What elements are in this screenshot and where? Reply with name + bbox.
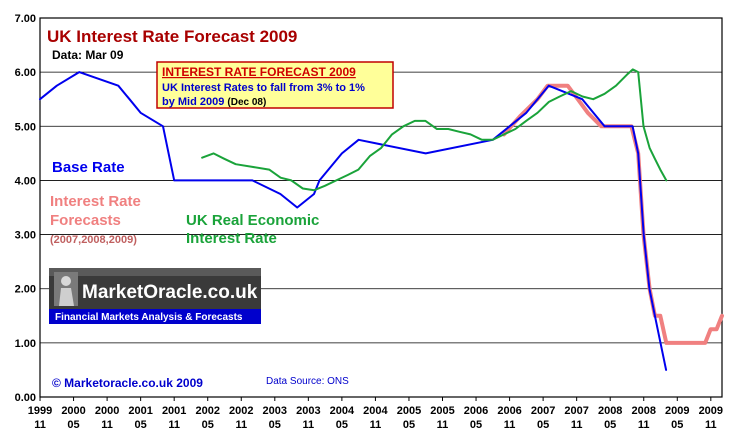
y-tick-label: 2.00 [15,284,36,296]
x-tick-year: 2006 [497,405,521,417]
real-rate-label-text: UK Real Economic Interest Rate [186,212,324,247]
brand-logo-name: MarketOracle.co.uk [82,282,258,303]
x-tick-year: 2005 [397,405,421,417]
x-tick-month: 11 [101,419,113,431]
statue-icon [54,272,78,306]
brand-tagline: Financial Markets Analysis & Forecasts [55,312,243,323]
x-tick-year: 1999 [28,405,52,417]
base-rate-line [39,71,668,371]
forecast-label: Interest Rate Forecasts (2007,2008,2009) [50,193,145,246]
forecast-callout: INTEREST RATE FORECAST 2009 UK Interest … [156,61,394,109]
x-tick-year: 2003 [296,405,320,417]
x-axis-ticks: 1999 11 2000 05 2000 11 2001 05 2001 11 2002 05 2002… [28,397,723,431]
x-tick-year: 2007 [564,405,588,417]
y-axis-ticks: 0.00 1.00 2.00 3.00 4.00 5.00 6.00 7.00 [15,13,36,404]
x-tick-month: 11 [34,419,46,431]
series-layer [39,68,724,371]
x-tick-month: 05 [269,419,281,431]
forecast-label-text: Interest Rate Forecasts [50,193,145,229]
x-tick-year: 2002 [229,405,253,417]
brand-logo: MarketOracle.co.uk Financial Markets Ana… [49,268,261,324]
brand-tagline-bar [49,309,261,324]
x-tick-year: 2008 [631,405,655,417]
x-tick-month: 05 [671,419,683,431]
x-tick-year: 2009 [665,405,689,417]
forecast-callout-title: INTEREST RATE FORECAST 2009 [162,65,356,79]
x-tick-month: 05 [537,419,549,431]
data-source-text: Data Source: ONS [266,376,349,387]
x-tick-month: 05 [403,419,415,431]
x-tick-year: 2005 [430,405,454,417]
x-tick-year: 2000 [61,405,85,417]
x-tick-month: 11 [705,419,717,431]
forecast-label-line1: Interest Rate [50,193,141,210]
forecast-callout-box [156,61,394,109]
x-tick-year: 2001 [162,405,186,417]
x-tick-month: 11 [370,419,382,431]
x-tick-month: 05 [470,419,482,431]
y-tick-label: 6.00 [15,67,36,79]
x-tick-year: 2006 [464,405,488,417]
x-tick-year: 2009 [699,405,723,417]
x-tick-year: 2002 [195,405,219,417]
forecast-callout-line1: UK Interest Rates to fall from 3% to 1% [162,82,365,94]
forecast-callout-line2: by Mid 2009 (Dec 08) [162,96,266,108]
x-tick-month: 11 [303,419,315,431]
forecast-callout-line2-main: by Mid 2009 [162,96,224,108]
chart-title: UK Interest Rate Forecast 2009 [47,27,297,46]
real-rate-label-line1: UK Real Economic [186,212,319,229]
forecast-label-line2: Forecasts [50,212,121,229]
x-tick-year: 2000 [95,405,119,417]
x-tick-month: 05 [135,419,147,431]
x-tick-year: 2004 [330,405,355,417]
brand-logo-highlight [49,268,261,276]
x-tick-month: 05 [67,419,79,431]
y-tick-label: 7.00 [15,13,36,25]
x-tick-month: 11 [168,419,180,431]
copyright-text: © Marketoracle.co.uk 2009 [52,376,203,390]
x-tick-month: 11 [504,419,516,431]
x-tick-month: 05 [604,419,616,431]
y-tick-label: 0.00 [15,392,36,404]
y-tick-label: 3.00 [15,230,36,242]
x-tick-year: 2004 [363,405,388,417]
real-rate-label-line2: Interest Rate [186,230,277,247]
x-tick-month: 11 [571,419,583,431]
forecast-label-years: (2007,2008,2009) [50,234,137,246]
x-tick-month: 05 [336,419,348,431]
x-tick-year: 2001 [128,405,152,417]
x-tick-month: 05 [202,419,214,431]
chart-subtitle: Data: Mar 09 [52,48,124,62]
x-tick-year: 2007 [531,405,555,417]
base-rate-label: Base Rate [52,159,125,176]
x-tick-year: 2008 [598,405,622,417]
forecast-callout-line2-date: (Dec 08) [227,97,266,108]
x-tick-month: 11 [638,419,650,431]
real-rate-label: UK Real Economic Interest Rate [186,212,324,247]
y-tick-label: 1.00 [15,338,36,350]
x-tick-month: 11 [437,419,449,431]
x-tick-year: 2003 [263,405,287,417]
y-tick-label: 4.00 [15,175,36,187]
real-rate-line [201,68,668,192]
x-tick-month: 11 [235,419,247,431]
y-tick-label: 5.00 [15,121,36,133]
